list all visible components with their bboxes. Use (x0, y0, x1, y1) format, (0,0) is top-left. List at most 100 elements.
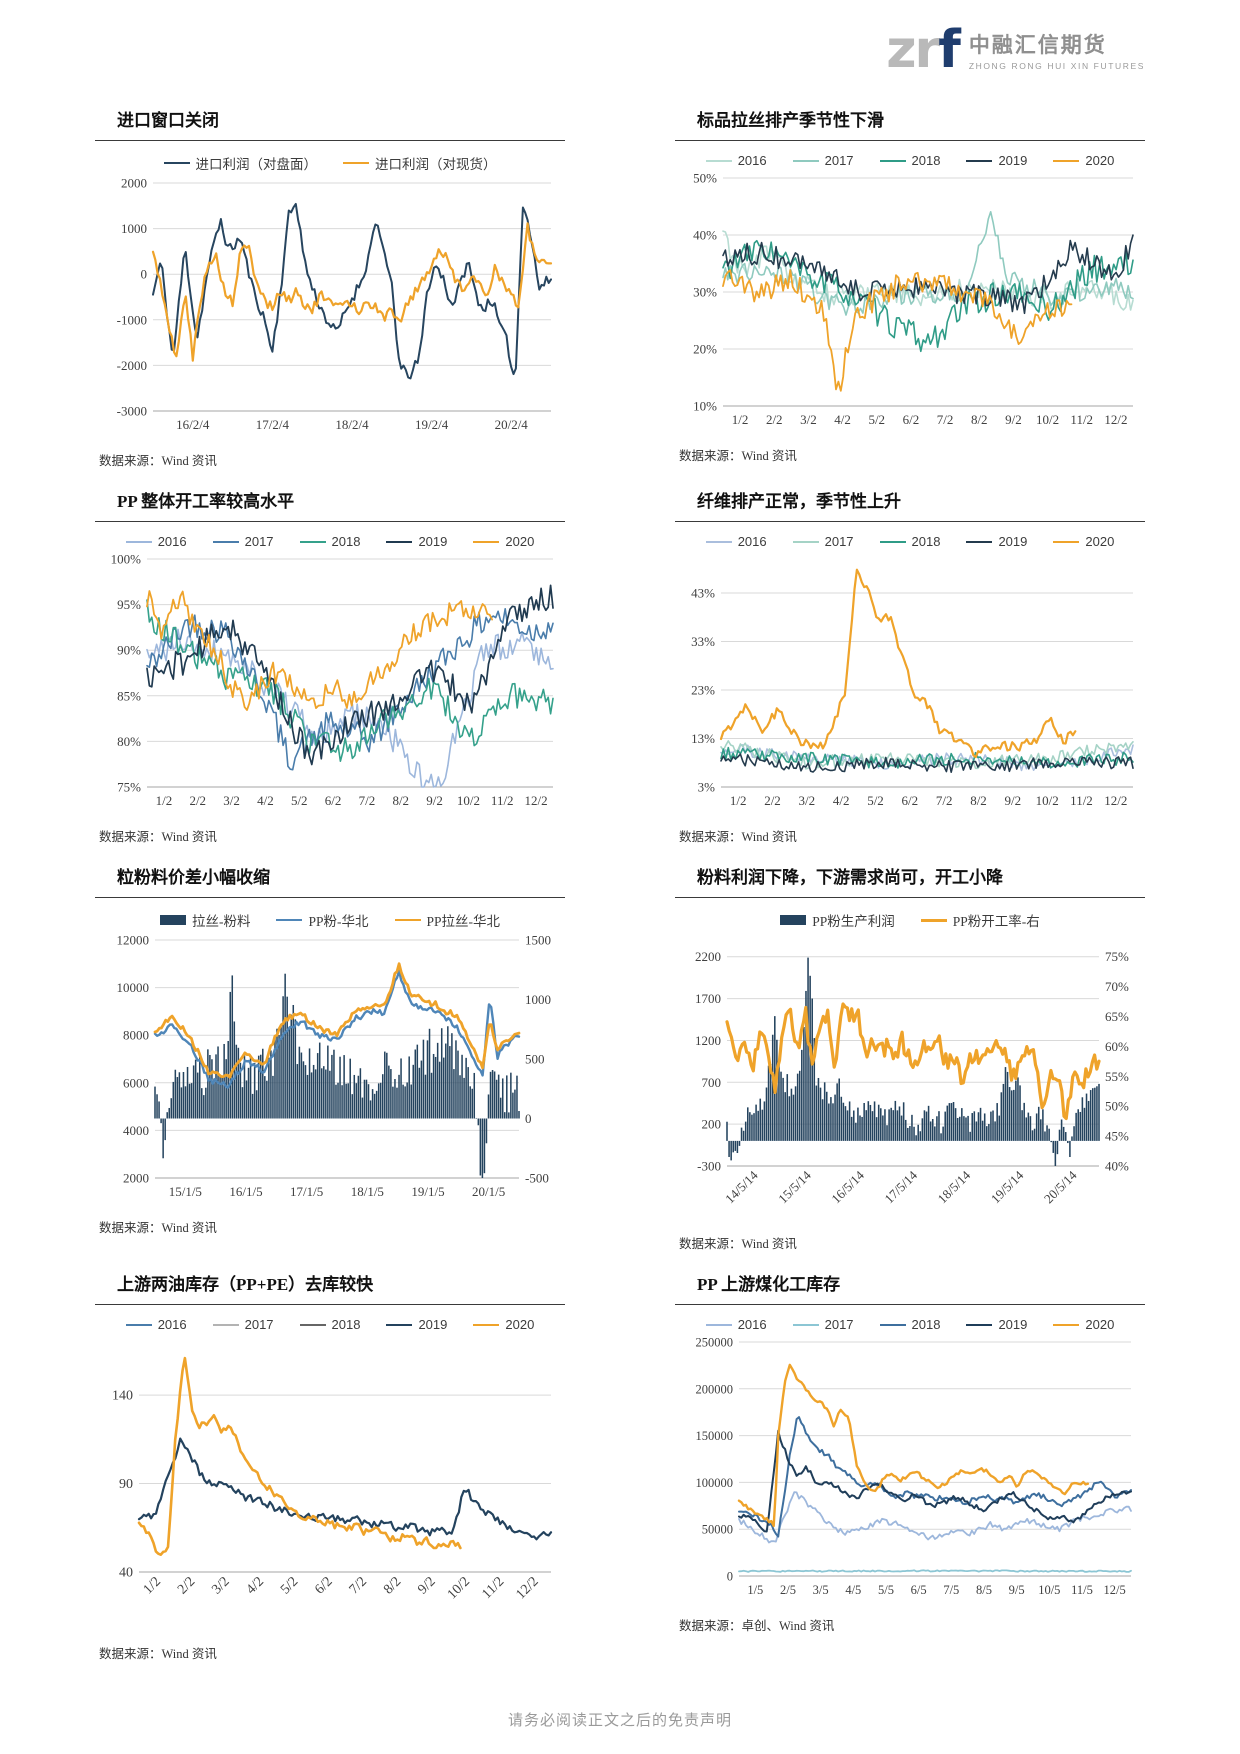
logo-f-text: f (938, 20, 961, 80)
legend-item: 2020 (1053, 153, 1114, 168)
svg-text:2/2: 2/2 (764, 793, 781, 808)
svg-text:16/1/5: 16/1/5 (229, 1184, 262, 1199)
svg-text:9/5: 9/5 (1009, 1583, 1025, 1597)
chart-section-import-profit: 进口窗口关闭 进口利润（对盘面） 进口利润（对现货） 2000 1000 0 -1000… (95, 106, 565, 469)
legend-label: PP粉-华北 (308, 914, 369, 929)
legend-swatch (879, 159, 906, 162)
svg-text:0: 0 (141, 267, 148, 282)
data-source-note: 数据来源：Wind 资讯 (99, 1647, 217, 1661)
logo-company-name-en: ZHONG RONG HUI XIN FUTURES (968, 61, 1145, 71)
legend-item: 2020 (1053, 534, 1114, 549)
legend-swatch (966, 159, 993, 162)
svg-text:11/2: 11/2 (491, 793, 514, 808)
legend-label: 2018 (911, 153, 941, 168)
svg-text:2/2: 2/2 (189, 793, 206, 808)
legend-swatch (299, 1323, 326, 1326)
svg-text:200000: 200000 (696, 1382, 734, 1396)
svg-text:2/2: 2/2 (766, 412, 783, 427)
legend-label: 2019 (418, 534, 448, 549)
legend-label: 2016 (737, 534, 767, 549)
svg-text:2200: 2200 (695, 949, 721, 964)
upstream-oil-inventory-chart: 140 90 40 1/2 2/2 3/2 4/2 5/2 6/2 7/2 8/2 9/2 10/2 11… (112, 1356, 553, 1602)
legend-label: 2017 (244, 1317, 274, 1332)
svg-text:200: 200 (702, 1117, 722, 1132)
chart-title: 粉料利润下降，下游需求尚可，开工小降 (675, 863, 1145, 898)
svg-text:3%: 3% (698, 780, 716, 795)
legend-swatch (473, 1323, 500, 1326)
svg-text:150000: 150000 (696, 1429, 734, 1443)
legend-item: 2017 (212, 1317, 274, 1332)
legend-item: 2017 (792, 153, 854, 168)
svg-text:50%: 50% (693, 171, 717, 186)
legend-label: 2017 (824, 1317, 854, 1332)
legend-swatch (1053, 1323, 1080, 1326)
legend-swatch (879, 540, 906, 543)
legend-swatch (1053, 159, 1080, 162)
svg-text:10/5: 10/5 (1038, 1583, 1060, 1597)
svg-text:11/5: 11/5 (1071, 1583, 1093, 1597)
svg-text:4/2: 4/2 (244, 1574, 267, 1597)
svg-text:5/2: 5/2 (278, 1574, 301, 1597)
chart-legend: 2016 2017 2018 2019 2020 (95, 534, 565, 549)
legend-swatch (343, 162, 369, 164)
svg-text:4/2: 4/2 (257, 793, 274, 808)
svg-text:2000: 2000 (123, 1171, 149, 1186)
drawing-production-chart: 50% 40% 30% 20% 10% 1/2 2/2 3/2 4/2 5/2 6/2 7/2 8/2 9… (693, 171, 1134, 427)
legend-item: 2018 (879, 153, 941, 168)
svg-text:17/2/4: 17/2/4 (256, 417, 290, 432)
svg-text:40: 40 (119, 1566, 133, 1581)
svg-text:75%: 75% (1105, 949, 1129, 964)
data-source-note: 数据来源：Wind 资讯 (679, 1237, 797, 1251)
report-page: zrf 中融汇信期货 ZHONG RONG HUI XIN FUTURES 进口… (95, 24, 1145, 1661)
legend-label: 2018 (331, 534, 361, 549)
chart-title: 纤维排产正常，季节性上升 (675, 487, 1145, 522)
legend-swatch (1053, 540, 1080, 543)
svg-text:8/2: 8/2 (970, 793, 987, 808)
logo-zrf-mark: zrf (886, 24, 961, 76)
svg-text:100%: 100% (111, 552, 142, 567)
svg-text:14/5/14: 14/5/14 (722, 1167, 761, 1206)
svg-text:6/5: 6/5 (911, 1583, 927, 1597)
svg-text:12/5: 12/5 (1104, 1583, 1126, 1597)
svg-text:65%: 65% (1105, 1009, 1129, 1024)
legend-label: 2019 (998, 534, 1028, 549)
svg-text:5/2: 5/2 (868, 412, 885, 427)
svg-text:55%: 55% (1105, 1069, 1129, 1084)
legend-item: 2017 (212, 534, 274, 549)
svg-text:7/2: 7/2 (359, 793, 376, 808)
coal-chemical-inventory-chart: 250000 200000 150000 100000 50000 0 1/5 2/5 3/5 4… (696, 1336, 1132, 1597)
svg-text:250000: 250000 (696, 1336, 734, 1350)
svg-text:7/5: 7/5 (943, 1583, 959, 1597)
svg-text:1000: 1000 (121, 221, 147, 236)
legend-item: PP粉-华北 (276, 910, 369, 930)
legend-swatch (386, 1323, 413, 1326)
legend-swatch (780, 915, 807, 925)
svg-text:33%: 33% (691, 634, 715, 649)
svg-text:0: 0 (525, 1111, 532, 1126)
svg-text:20/5/14: 20/5/14 (1041, 1167, 1080, 1206)
chart-section-pp-operating-rate: PP 整体开工率较高水平 2016 2017 2018 2019 2020 100% 95… (95, 487, 565, 845)
svg-text:11/2: 11/2 (1070, 412, 1093, 427)
legend-label: 2019 (998, 1317, 1028, 1332)
data-source-note: 数据来源：Wind 资讯 (679, 830, 797, 844)
svg-text:1700: 1700 (695, 991, 721, 1006)
svg-text:5/5: 5/5 (878, 1583, 894, 1597)
svg-text:8000: 8000 (123, 1028, 149, 1043)
svg-text:85%: 85% (117, 688, 141, 703)
legend-label: 2019 (998, 153, 1028, 168)
svg-text:3/2: 3/2 (223, 793, 240, 808)
svg-text:10/2: 10/2 (1036, 793, 1059, 808)
legend-item: 2020 (473, 1317, 534, 1332)
svg-text:3/5: 3/5 (813, 1583, 829, 1597)
data-source-note: 数据来源：Wind 资讯 (99, 454, 217, 468)
svg-text:6/2: 6/2 (902, 793, 919, 808)
legend-item: 2016 (125, 534, 187, 549)
legend-swatch (394, 919, 421, 921)
pellet-powder-spread-chart: 12000 10000 8000 6000 4000 2000 1500 1000 500 0 -5… (117, 933, 552, 1200)
legend-label: 拉丝-粉料 (191, 914, 251, 929)
svg-text:15/5/14: 15/5/14 (775, 1167, 814, 1206)
legend-swatch (705, 540, 732, 543)
svg-text:5/2: 5/2 (867, 793, 884, 808)
svg-text:-2000: -2000 (117, 358, 147, 373)
svg-text:10000: 10000 (117, 980, 150, 995)
